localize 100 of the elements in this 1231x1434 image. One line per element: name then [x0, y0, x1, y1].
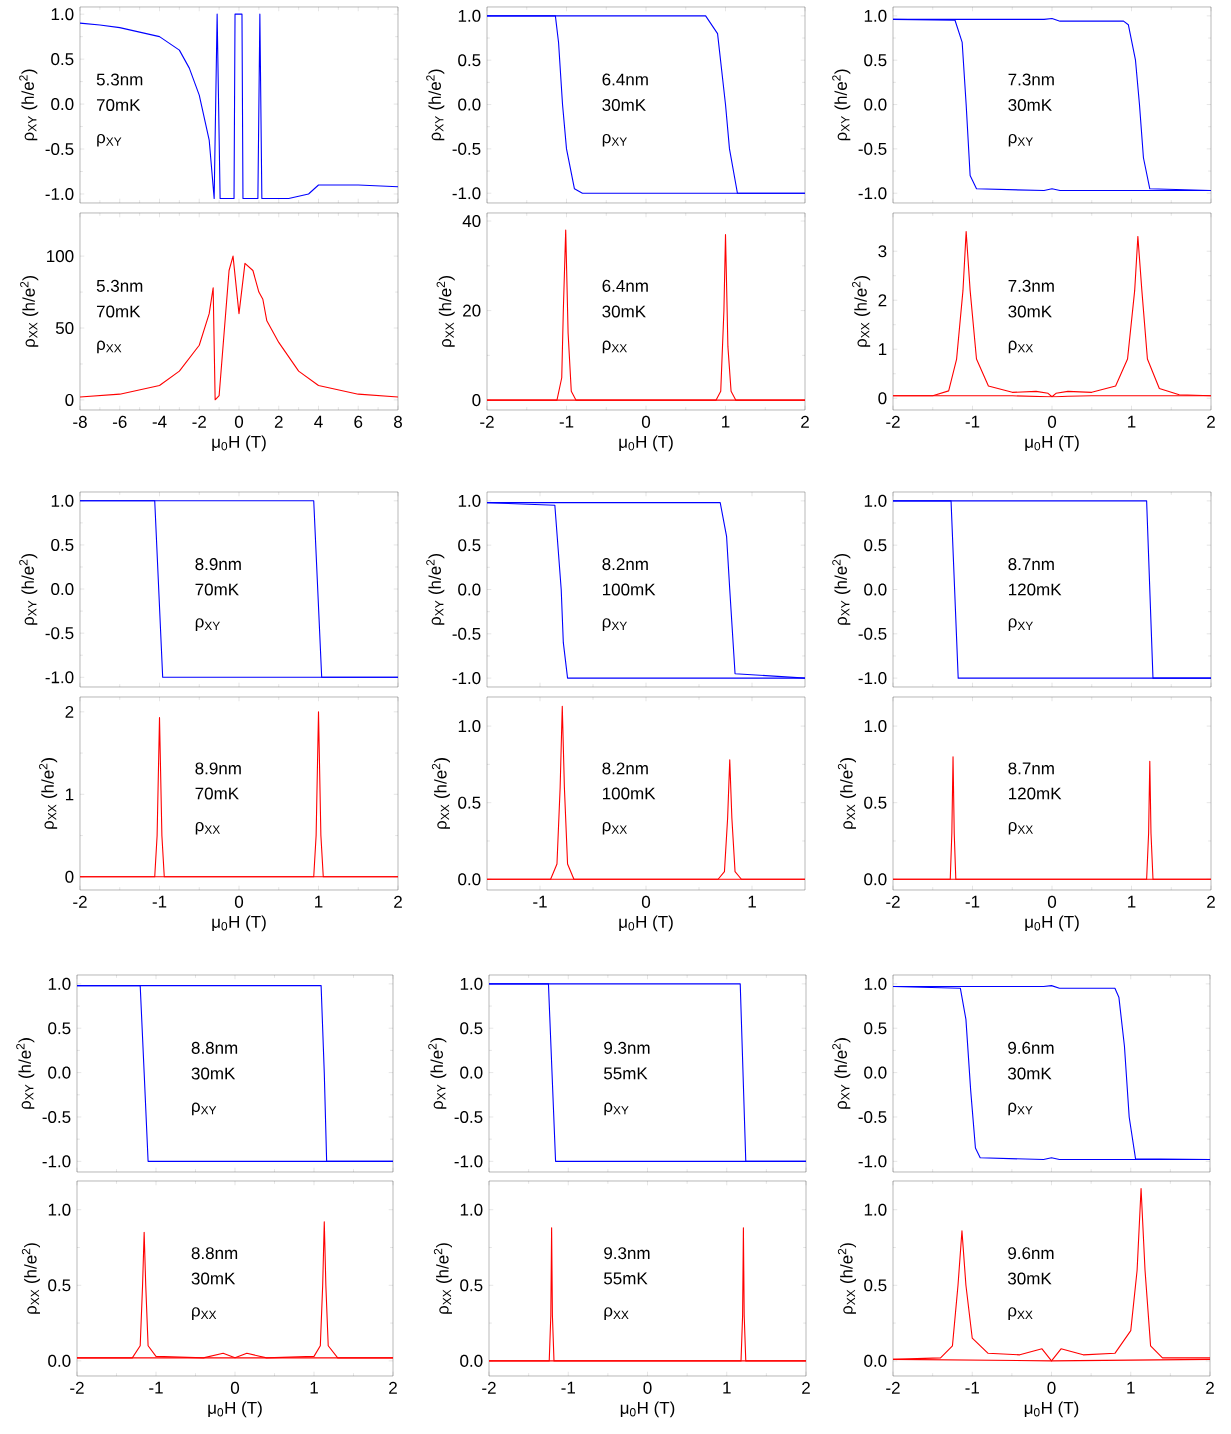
y-tick-label: 1 — [65, 788, 74, 801]
x-tick-label: 1 — [748, 895, 756, 908]
annotation: ρ$_{XY}$ — [192, 1102, 217, 1116]
y-tick-label: 0.0 — [48, 1066, 71, 1079]
x-tick-label: -1 — [559, 415, 574, 428]
x-tick-label: -2 — [886, 895, 900, 908]
annotation: 9.6nm — [1008, 1041, 1054, 1054]
annotation: ρ$_{XX}$ — [97, 340, 122, 354]
y-tick-label: 0.0 — [48, 1354, 71, 1367]
y-tick-label: 0.0 — [460, 1354, 483, 1367]
annotation: 9.6nm — [1008, 1247, 1054, 1260]
annotation: ρ$_{XX}$ — [192, 1307, 217, 1320]
x-tick-label: -1 — [149, 1381, 163, 1394]
y-tick-label: 0.5 — [458, 796, 481, 809]
y-axis-title: ρ$_{XX}$ (h/e$^{2}$) — [837, 1243, 856, 1314]
y-tick-label: -1.0 — [42, 1155, 71, 1168]
y-tick-label: -0.5 — [45, 143, 74, 156]
annotation: ρ$_{XX}$ — [602, 821, 627, 835]
y-tick-label: 1.0 — [864, 9, 887, 22]
annotation: 120mK — [1008, 583, 1062, 596]
x-tick-label: 1 — [723, 1381, 731, 1394]
x-axis-title: μ$_{0}$H (T) — [1025, 915, 1079, 932]
y-tick-label: -1.0 — [858, 672, 887, 685]
x-axis-title: μ$_{0}$H (T) — [619, 435, 673, 452]
annotation: 70mK — [96, 98, 141, 112]
y-tick-label: 0.0 — [864, 1066, 887, 1079]
x-tick-label: 1 — [1128, 415, 1136, 428]
annotation: 30mK — [602, 98, 646, 111]
annotation: ρ$_{XX}$ — [195, 821, 220, 835]
x-axis-title: μ$_{0}$H (T) — [620, 1401, 675, 1418]
y-tick-label: 1.0 — [51, 8, 74, 21]
x-tick-label: 0 — [1047, 415, 1057, 428]
y-tick-label: 0.0 — [458, 873, 481, 886]
y-tick-label: 1.0 — [51, 494, 74, 507]
annotation: 7.3nm — [1008, 279, 1054, 292]
x-tick-label: 2 — [1207, 895, 1215, 908]
x-tick-label: -2 — [886, 1381, 900, 1394]
x-tick-label: 1 — [1128, 895, 1136, 908]
x-tick-label: 1 — [315, 895, 323, 908]
y-tick-label: -1.0 — [454, 1155, 483, 1168]
annotation: 5.3nm — [96, 73, 143, 86]
y-tick-label: 1.0 — [458, 720, 481, 733]
annotation: ρ$_{XY}$ — [1008, 618, 1033, 631]
x-tick-label: 0 — [1047, 1381, 1056, 1394]
annotation: ρ$_{XY}$ — [1008, 1102, 1033, 1116]
x-tick-label: 6 — [354, 415, 363, 428]
x-tick-label: -2 — [70, 1381, 84, 1394]
y-axis-title: ρ$_{XY}$ (h/e$^{2}$) — [426, 69, 445, 141]
x-axis-title: μ$_{0}$H (T) — [208, 1401, 262, 1418]
x-tick-label: 0 — [641, 895, 651, 908]
x-tick-label: -4 — [152, 415, 167, 428]
y-tick-label: 0.5 — [48, 1022, 71, 1035]
annotation: 7.3nm — [1008, 73, 1054, 86]
y-tick-label: -1.0 — [858, 1155, 887, 1168]
annotation: 30mK — [191, 1067, 236, 1080]
y-tick-label: 0.0 — [864, 1354, 887, 1367]
y-tick-label: 0.0 — [51, 583, 74, 596]
y-tick-label: 40 — [462, 215, 481, 228]
y-axis-title: ρ$_{XY}$ (h/e$^{2}$) — [19, 69, 38, 141]
annotation: 9.3nm — [604, 1041, 650, 1054]
annotation: ρ$_{XX}$ — [604, 1307, 629, 1320]
x-tick-label: 0 — [641, 415, 651, 428]
annotation: 70mK — [195, 583, 239, 596]
y-tick-label: -0.5 — [45, 627, 74, 640]
x-tick-label: 8 — [394, 415, 402, 428]
y-tick-label: -1.0 — [452, 672, 481, 685]
y-axis-title: ρ$_{XX}$ (h/e$^{2}$) — [20, 276, 39, 347]
y-tick-label: -1.0 — [858, 187, 887, 200]
y-tick-label: -1.0 — [45, 187, 74, 201]
x-tick-label: 0 — [234, 415, 244, 428]
x-tick-label: -1 — [965, 415, 980, 428]
x-tick-label: -1 — [152, 895, 167, 908]
y-tick-label: 1.0 — [864, 494, 887, 507]
x-tick-label: 4 — [314, 415, 323, 428]
y-axis-title: ρ$_{XX}$ (h/e$^{2}$) — [433, 1243, 452, 1314]
x-tick-label: -2 — [480, 415, 494, 428]
x-tick-label: -6 — [112, 415, 127, 428]
x-tick-label: -1 — [561, 1381, 575, 1394]
y-axis-title: ρ$_{XY}$ (h/e$^{2}$) — [832, 69, 851, 141]
annotation: 8.8nm — [191, 1041, 238, 1054]
y-tick-label: 0.5 — [458, 54, 481, 67]
annotation: ρ$_{XY}$ — [1008, 133, 1033, 147]
y-tick-label: 0.0 — [458, 98, 481, 111]
y-tick-label: 100 — [47, 250, 74, 263]
annotation: 30mK — [1008, 305, 1052, 318]
y-tick-label: 1.0 — [458, 494, 481, 507]
x-tick-label: -8 — [73, 415, 87, 428]
y-tick-label: 20 — [463, 304, 481, 317]
y-tick-label: -0.5 — [454, 1110, 483, 1123]
annotation: ρ$_{XX}$ — [1008, 340, 1033, 354]
x-tick-label: -2 — [482, 1381, 496, 1394]
annotation: ρ$_{XX}$ — [1008, 1307, 1033, 1320]
y-tick-label: 0 — [65, 393, 74, 406]
annotation: 30mK — [191, 1272, 236, 1285]
x-tick-label: 1 — [310, 1381, 318, 1394]
x-tick-label: 1 — [1127, 1381, 1135, 1394]
annotation: 8.7nm — [1008, 558, 1054, 571]
annotation: ρ$_{XY}$ — [97, 133, 122, 147]
x-tick-label: 2 — [394, 895, 402, 908]
y-axis-title: ρ$_{XX}$ (h/e$^{2}$) — [837, 758, 856, 829]
